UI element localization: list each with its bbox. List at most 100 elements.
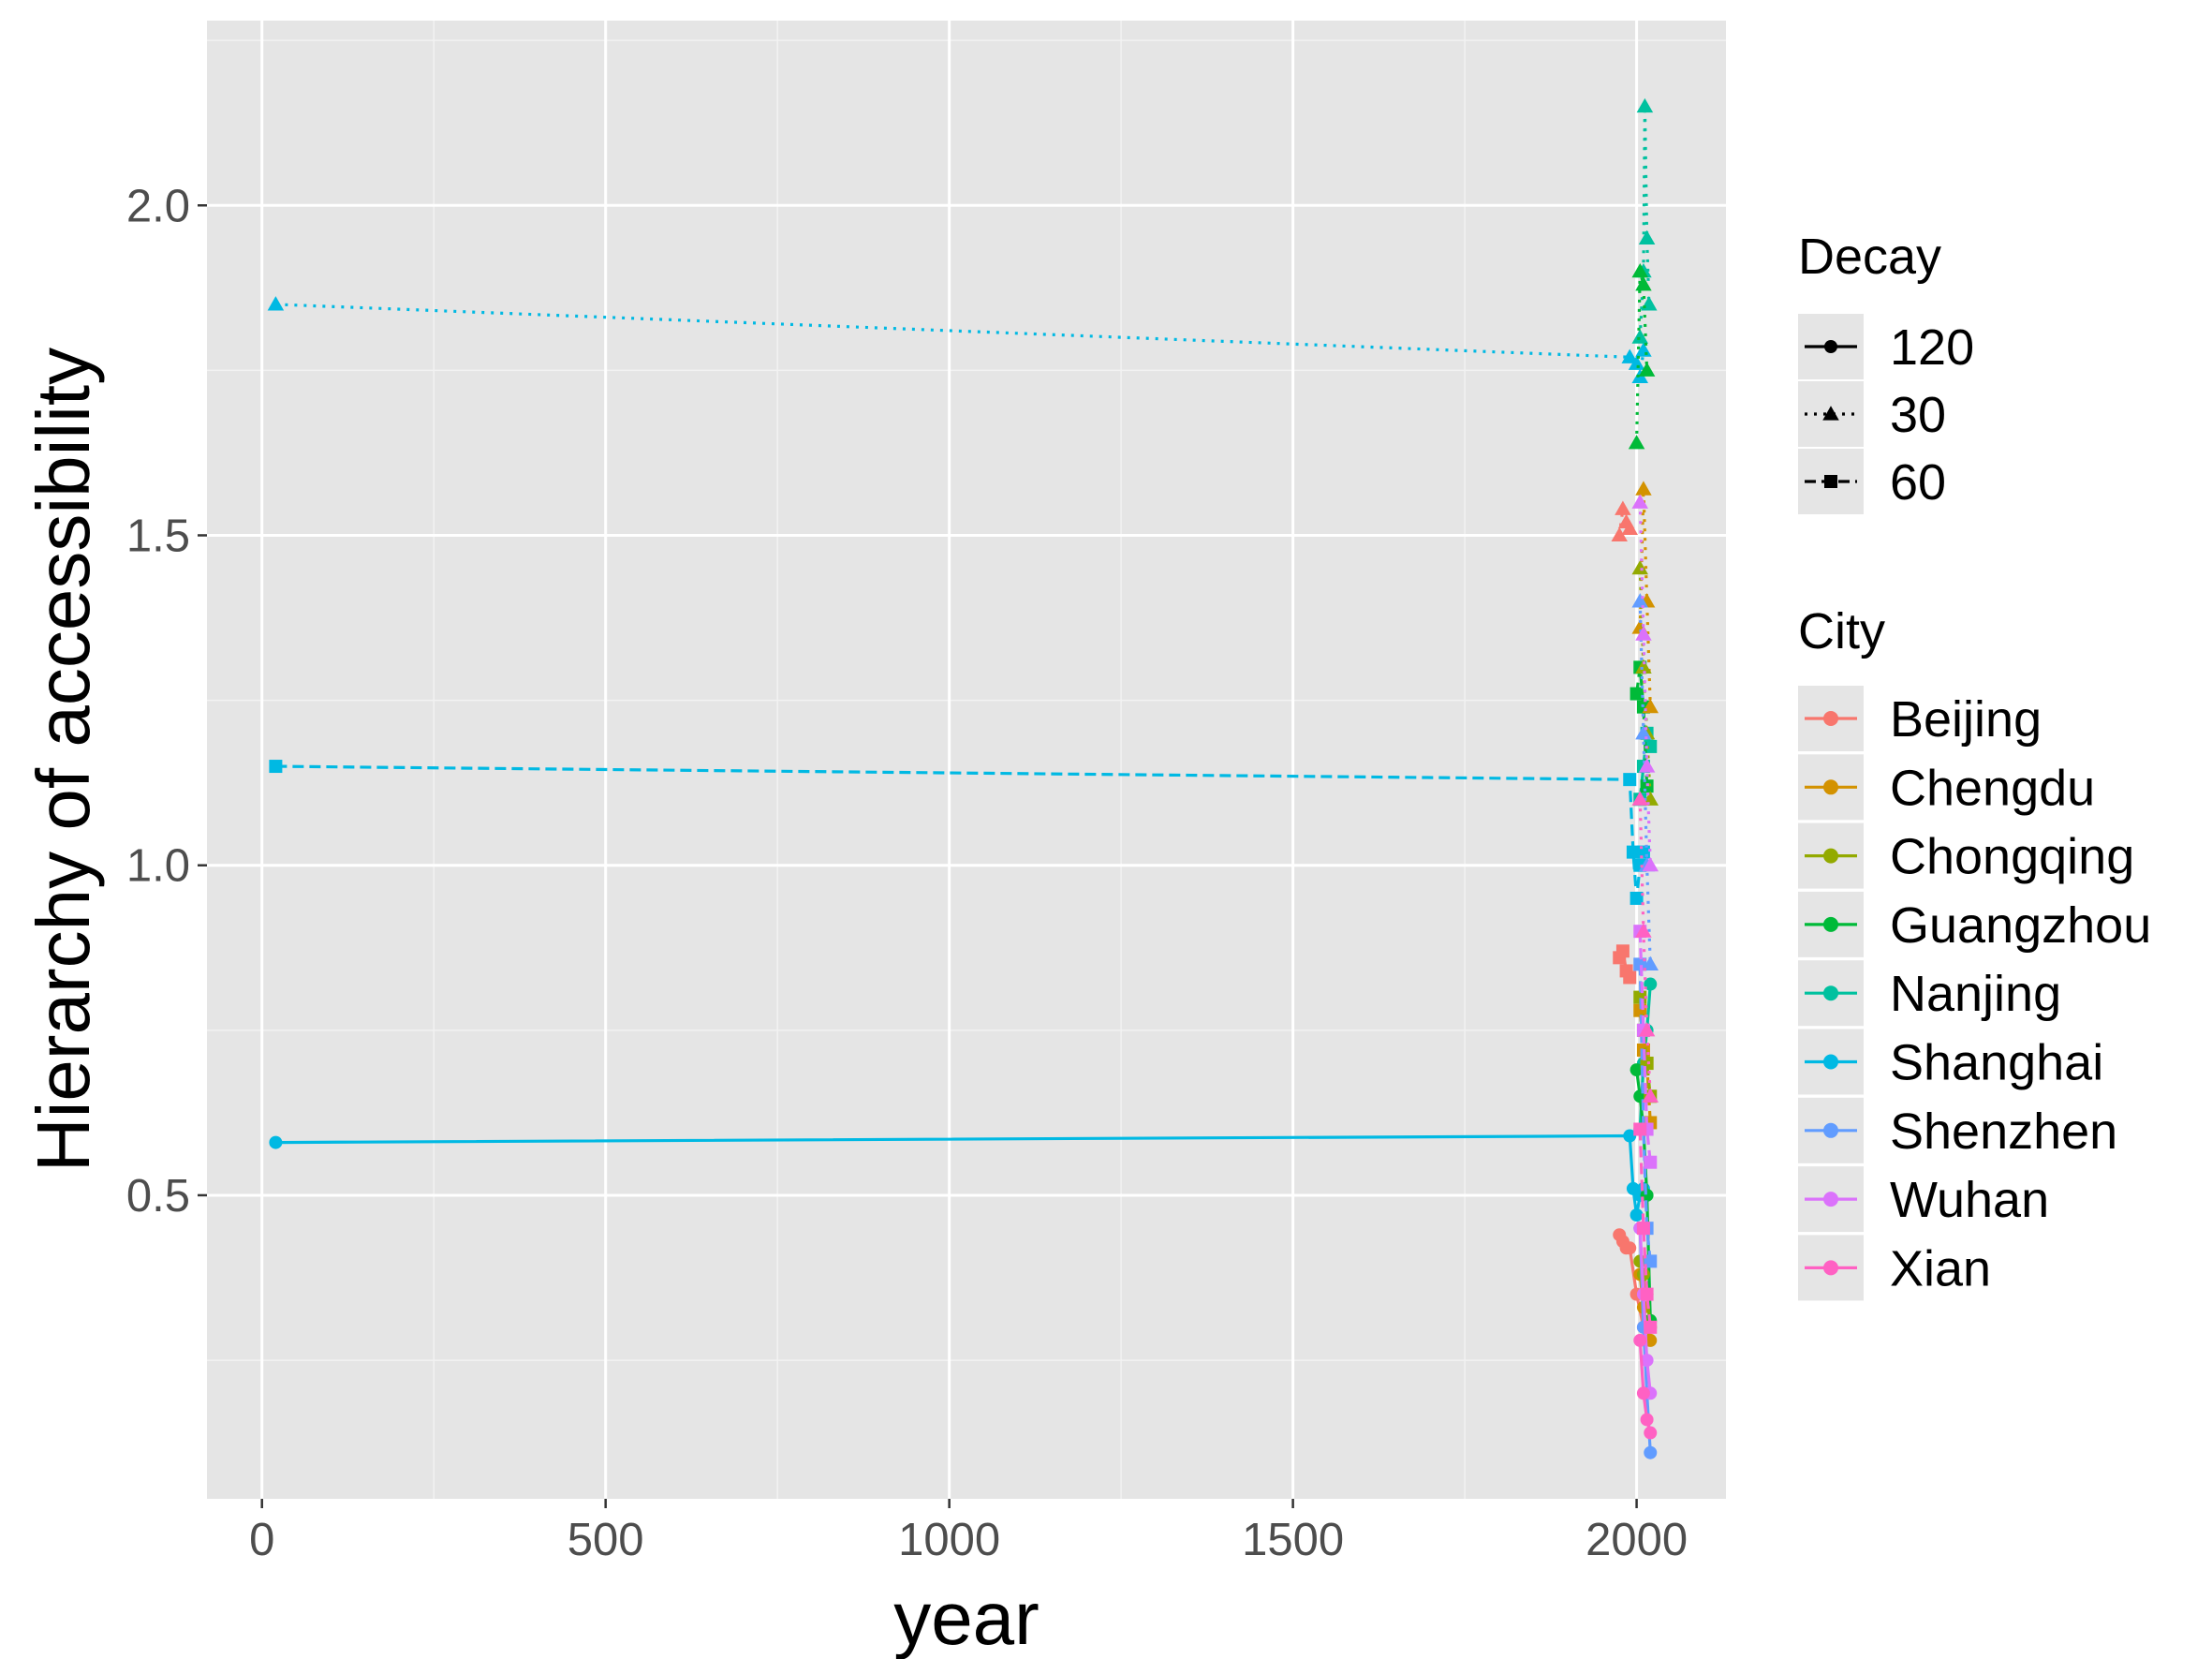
legend-city-label: Xian <box>1890 1240 1991 1296</box>
series-line <box>1638 502 1652 866</box>
x-tick-label: 0 <box>249 1515 274 1565</box>
data-point <box>1611 526 1628 542</box>
data-point <box>1631 329 1649 344</box>
legend-city-label: Nanjing <box>1890 966 2061 1022</box>
data-point <box>1636 97 1654 113</box>
x-axis: 0 500 1000 1500 2000 <box>249 1499 1688 1565</box>
series-wuhan-decay-30 <box>1631 494 1659 872</box>
series-xian-decay-120 <box>1633 1333 1658 1440</box>
legend-city-label: Chongqing <box>1890 829 2134 885</box>
data-point <box>1630 1063 1644 1077</box>
data-point <box>1644 1426 1658 1440</box>
data-point <box>1635 725 1652 740</box>
data-point <box>1636 1222 1650 1236</box>
data-point <box>1623 1129 1637 1143</box>
data-point <box>1642 856 1659 872</box>
legend-city-item: Shenzhen <box>1798 1097 2117 1163</box>
series-line <box>1634 271 1649 443</box>
panel-background <box>207 21 1726 1499</box>
y-tick-label: 2.0 <box>126 181 190 231</box>
legend-city-title: City <box>1798 603 1885 659</box>
legend-decay-item: 120 <box>1798 314 1974 379</box>
data-point <box>1644 977 1658 991</box>
data-point <box>1824 340 1837 353</box>
data-point <box>1644 1320 1658 1334</box>
data-point <box>1822 406 1839 421</box>
data-point <box>267 296 285 311</box>
data-point <box>1623 1241 1637 1255</box>
legend-city-item: Beijing <box>1798 686 2042 751</box>
data-point <box>1631 791 1649 806</box>
data-point <box>1642 1088 1659 1103</box>
data-point <box>1615 500 1631 515</box>
legend-key-point <box>1823 711 1838 726</box>
data-point <box>1633 1333 1647 1347</box>
data-point <box>1638 1022 1656 1037</box>
legend-decay-item: 60 <box>1798 449 1946 514</box>
data-point <box>1638 758 1656 773</box>
legend-city-item: Xian <box>1798 1235 1991 1301</box>
series-xian-decay-30 <box>1631 791 1659 1103</box>
series-beijing-decay-30 <box>1611 500 1638 542</box>
legend-city-item: Nanjing <box>1798 960 2061 1027</box>
data-point <box>1640 1354 1654 1368</box>
x-tick-label: 1500 <box>1242 1515 1344 1565</box>
data-point <box>1626 845 1640 859</box>
series-layer <box>267 97 1659 1459</box>
series-line <box>1638 106 1651 338</box>
x-tick-label: 2000 <box>1585 1515 1688 1565</box>
x-axis-title: year <box>893 1577 1040 1659</box>
series-line <box>1638 799 1652 1097</box>
legend-city-label: Guangzhou <box>1890 897 2151 954</box>
data-point <box>1635 923 1652 938</box>
series-line <box>1638 964 1652 1262</box>
data-point <box>1635 626 1652 641</box>
data-point <box>1635 276 1652 291</box>
legend-key-point <box>1823 1260 1838 1276</box>
legend-key-point <box>1823 848 1838 864</box>
minor-gridlines <box>207 21 1726 1499</box>
series-beijing-decay-60 <box>1613 944 1637 985</box>
legend-city-item: Chongqing <box>1798 822 2134 889</box>
data-point <box>1631 262 1649 278</box>
legend-city-item: Guangzhou <box>1798 891 2151 957</box>
legend-decay-title: Decay <box>1798 229 1941 285</box>
data-point <box>1636 1386 1650 1400</box>
data-point <box>1615 944 1630 958</box>
series-shanghai-decay-60 <box>269 760 1650 905</box>
series-xian-decay-60 <box>1633 1122 1658 1334</box>
data-point <box>1635 659 1652 674</box>
legend-key-point <box>1823 779 1838 795</box>
data-point <box>1623 773 1637 787</box>
x-tick-label: 500 <box>568 1515 644 1565</box>
data-point <box>269 1135 283 1149</box>
data-point <box>269 760 283 774</box>
data-point <box>1630 891 1644 905</box>
legend-city-label: Chengdu <box>1890 760 2095 816</box>
data-point <box>1630 687 1644 701</box>
y-axis: 0.5 1.0 1.5 2.0 <box>126 181 207 1222</box>
y-tick-label: 1.0 <box>126 841 190 892</box>
legend-decay-label: 60 <box>1890 454 1946 511</box>
y-axis-title: Hierarchy of accessibility <box>22 348 105 1172</box>
data-point <box>1631 494 1649 509</box>
legend-key-point <box>1823 1192 1838 1207</box>
data-point <box>1621 348 1638 363</box>
legend-city-label: Wuhan <box>1890 1172 2049 1228</box>
data-point <box>1623 970 1637 985</box>
legend-city-item: Chengdu <box>1798 754 2095 821</box>
x-tick-label: 1000 <box>898 1515 1000 1565</box>
data-point <box>1638 230 1656 245</box>
legend-decay: Decay 120 30 60 <box>1798 229 1974 514</box>
data-point <box>1628 435 1645 450</box>
data-point <box>1621 520 1638 535</box>
y-tick-label: 1.5 <box>126 511 190 561</box>
legend-decay-item: 30 <box>1798 381 1946 447</box>
data-point <box>1631 593 1649 608</box>
major-gridlines <box>207 21 1726 1499</box>
legend-key-point <box>1823 985 1838 1001</box>
legend-city-label: Beijing <box>1890 691 2042 748</box>
data-point <box>1640 1413 1654 1427</box>
data-point <box>1635 481 1652 496</box>
